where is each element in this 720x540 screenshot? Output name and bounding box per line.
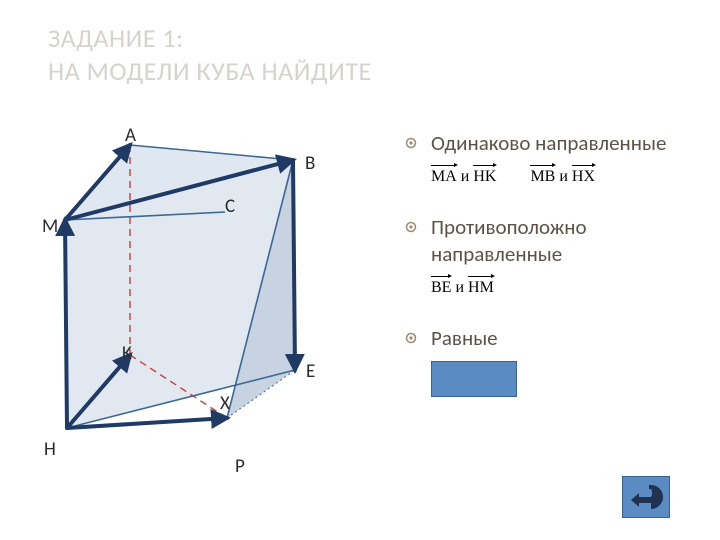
bullet-icon: [405, 137, 417, 149]
bullet-same-direction: Одинаково направленные: [405, 130, 705, 156]
answer-pair-1a: BE и HM: [431, 277, 494, 297]
bullet-icon: [405, 332, 417, 344]
bullet-opposite-direction: Противоположно направленные: [405, 214, 705, 267]
vertex-label-K: K: [122, 342, 132, 365]
vertex-label-E: E: [306, 360, 315, 383]
page-title: ЗАДАНИЕ 1: НА МОДЕЛИ КУБА НАЙДИТЕ: [48, 22, 372, 87]
vertex-label-P: P: [235, 455, 245, 478]
answer-pair-0a: MA и HK: [431, 166, 496, 186]
answer-pair-0b: MB и HX: [530, 166, 595, 186]
return-arrow-icon: [629, 483, 663, 511]
vertex-label-M: M: [42, 215, 58, 238]
right-column: Одинаково направленные MA и HK MB и HX П…: [405, 130, 705, 397]
answer-opposite-direction: BE и HM: [431, 277, 705, 297]
bullet-text-1: Противоположно направленные: [431, 214, 705, 267]
title-line1: ЗАДАНИЕ 1:: [48, 22, 372, 55]
bullet-text-2: Равные: [431, 325, 498, 351]
bullet-equal: Равные: [405, 325, 705, 351]
vertex-label-C: C: [225, 195, 235, 218]
back-button[interactable]: [622, 476, 670, 518]
answer-same-direction: MA и HK MB и HX: [431, 166, 705, 186]
vertex-label-B: B: [305, 152, 315, 175]
title-line2: НА МОДЕЛИ КУБА НАЙДИТЕ: [48, 55, 372, 88]
bullet-text-0: Одинаково направленные: [431, 130, 666, 156]
cube-diagram: ABCMKEXHP: [30, 110, 370, 470]
vertex-label-X: X: [220, 392, 230, 415]
vertex-label-H: H: [44, 438, 56, 461]
vertex-label-A: A: [125, 124, 136, 147]
answer-equal-placeholder[interactable]: [431, 361, 517, 397]
bullet-icon: [405, 221, 417, 233]
